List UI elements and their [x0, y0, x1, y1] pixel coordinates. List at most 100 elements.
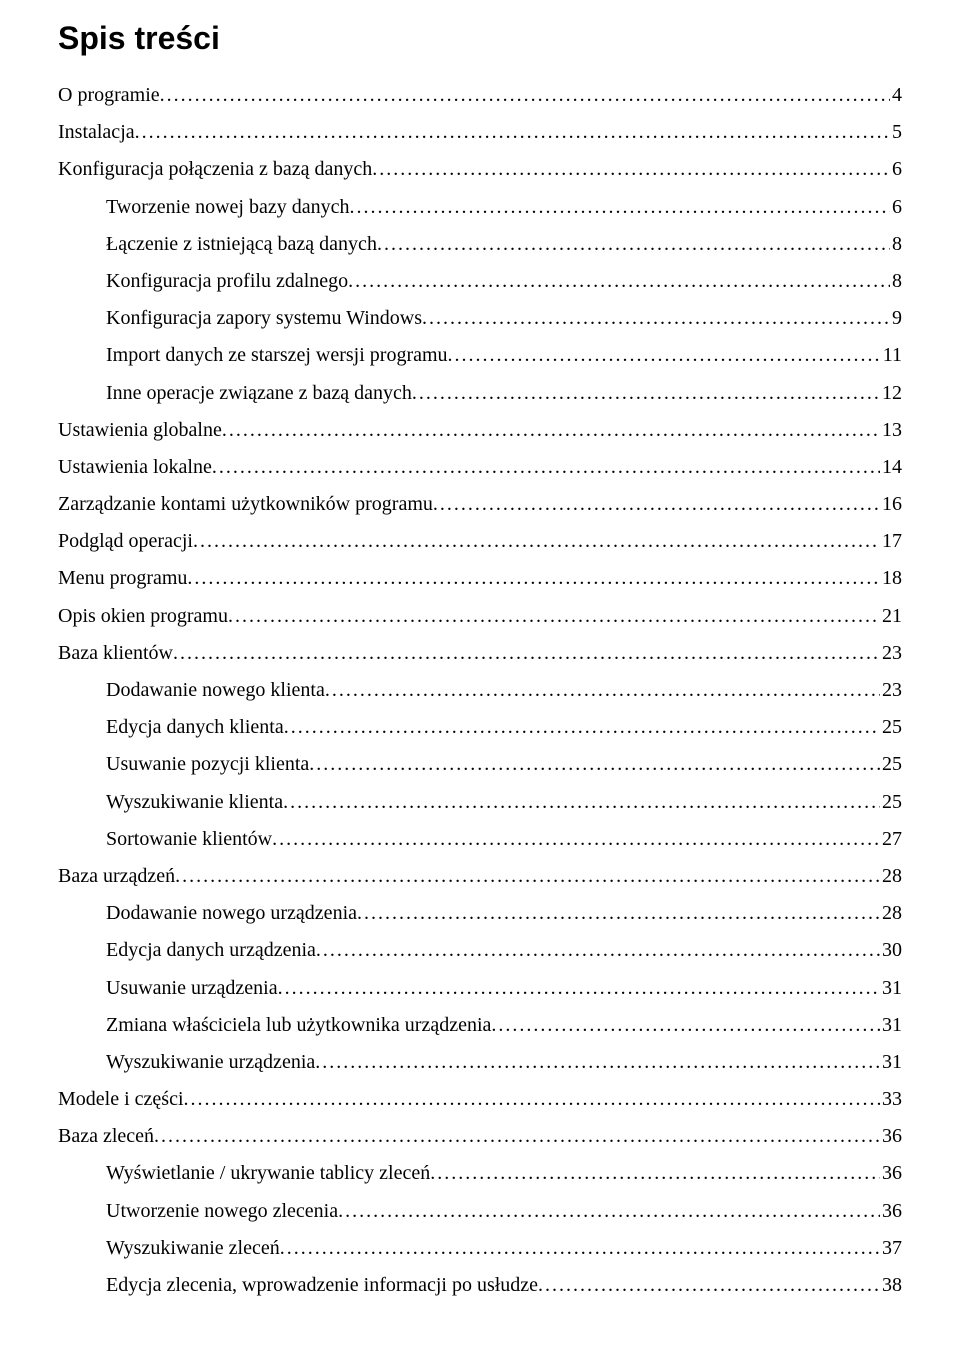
- toc-entry-page: 28: [880, 903, 902, 923]
- toc-leader-dots: [309, 754, 880, 774]
- toc-leader-dots: [325, 680, 880, 700]
- toc-leader-dots: [280, 1238, 880, 1258]
- toc-leader-dots: [135, 122, 890, 142]
- toc-leader-dots: [491, 1015, 880, 1035]
- toc-entry: Dodawanie nowego klienta 23: [58, 680, 902, 700]
- toc-entry: Sortowanie klientów 27: [58, 829, 902, 849]
- toc-entry-page: 18: [880, 568, 902, 588]
- toc-entry-label: Wyświetlanie / ukrywanie tablicy zleceń: [106, 1163, 430, 1183]
- toc-entry-page: 12: [880, 383, 902, 403]
- toc-entry-label: Ustawienia lokalne: [58, 457, 212, 477]
- toc-entry-page: 31: [880, 978, 902, 998]
- toc-entry-page: 25: [880, 792, 902, 812]
- toc-entry-label: Usuwanie pozycji klienta: [106, 754, 309, 774]
- toc-entry-label: Modele i części: [58, 1089, 184, 1109]
- toc-entry-page: 23: [880, 643, 902, 663]
- toc-entry: Inne operacje związane z bazą danych 12: [58, 383, 902, 403]
- toc-entry: Opis okien programu21: [58, 606, 902, 626]
- toc-entry: Usuwanie urządzenia31: [58, 978, 902, 998]
- toc-leader-dots: [372, 159, 890, 179]
- toc-entry-page: 14: [880, 457, 902, 477]
- toc-entry-page: 33: [880, 1089, 902, 1109]
- toc-entry-page: 25: [880, 717, 902, 737]
- toc-leader-dots: [448, 345, 881, 365]
- toc-leader-dots: [222, 420, 880, 440]
- toc-entry-label: Utworzenie nowego zlecenia: [106, 1201, 338, 1221]
- toc-entry: Zmiana właściciela lub użytkownika urząd…: [58, 1015, 902, 1035]
- toc-leader-dots: [338, 1201, 880, 1221]
- toc-entry-page: 21: [880, 606, 902, 626]
- toc-leader-dots: [175, 866, 880, 886]
- toc-leader-dots: [272, 829, 880, 849]
- toc-entry-label: Dodawanie nowego urządzenia: [106, 903, 357, 923]
- toc-entry-label: Zarządzanie kontami użytkowników program…: [58, 494, 433, 514]
- toc-leader-dots: [316, 940, 880, 960]
- toc-entry: Dodawanie nowego urządzenia 28: [58, 903, 902, 923]
- toc-entry: Edycja danych urządzenia30: [58, 940, 902, 960]
- toc-entry-page: 8: [890, 271, 902, 291]
- toc-entry-label: Łączenie z istniejącą bazą danych: [106, 234, 377, 254]
- toc-entry: Tworzenie nowej bazy danych6: [58, 197, 902, 217]
- toc-entry-page: 6: [890, 159, 902, 179]
- toc-title: Spis treści: [58, 20, 902, 57]
- toc-entry: Wyszukiwanie klienta25: [58, 792, 902, 812]
- toc-entry-page: 11: [881, 345, 902, 365]
- toc-leader-dots: [154, 1126, 880, 1146]
- toc-leader-dots: [430, 1163, 880, 1183]
- toc-leader-dots: [228, 606, 880, 626]
- toc-entry: Łączenie z istniejącą bazą danych 8: [58, 234, 902, 254]
- toc-entry: Baza klientów23: [58, 643, 902, 663]
- toc-leader-dots: [284, 717, 880, 737]
- toc-entry: Konfiguracja zapory systemu Windows9: [58, 308, 902, 328]
- toc-leader-dots: [278, 978, 880, 998]
- toc-leader-dots: [422, 308, 890, 328]
- toc-entry-label: Konfiguracja profilu zdalnego: [106, 271, 348, 291]
- toc-entry-page: 17: [880, 531, 902, 551]
- toc-entry: Konfiguracja profilu zdalnego 8: [58, 271, 902, 291]
- toc-entry-page: 5: [890, 122, 902, 142]
- toc-entry-label: Ustawienia globalne: [58, 420, 222, 440]
- toc-entry: Ustawienia globalne 13: [58, 420, 902, 440]
- toc-entry-page: 23: [880, 680, 902, 700]
- toc-entry-label: Inne operacje związane z bazą danych: [106, 383, 412, 403]
- toc-entry-page: 13: [880, 420, 902, 440]
- toc-entry-page: 38: [880, 1275, 902, 1295]
- toc-entry: Konfiguracja połączenia z bazą danych 6: [58, 159, 902, 179]
- toc-entry-page: 36: [880, 1126, 902, 1146]
- toc-entry-page: 31: [880, 1052, 902, 1072]
- toc-leader-dots: [412, 383, 880, 403]
- toc-leader-dots: [377, 234, 890, 254]
- toc-entry-page: 27: [880, 829, 902, 849]
- toc-entry: Modele i części 33: [58, 1089, 902, 1109]
- toc-leader-dots: [283, 792, 880, 812]
- toc-entry-label: Instalacja: [58, 122, 135, 142]
- toc-leader-dots: [184, 1089, 881, 1109]
- toc-entry-label: Konfiguracja połączenia z bazą danych: [58, 159, 372, 179]
- toc-entry-label: Edycja danych klienta: [106, 717, 284, 737]
- toc-entry-label: Tworzenie nowej bazy danych: [106, 197, 350, 217]
- toc-entry: Menu programu18: [58, 568, 902, 588]
- toc-entry-label: Wyszukiwanie zleceń: [106, 1238, 280, 1258]
- toc-entry: Usuwanie pozycji klienta25: [58, 754, 902, 774]
- toc-entry-label: Sortowanie klientów: [106, 829, 272, 849]
- toc-entry-label: Import danych ze starszej wersji program…: [106, 345, 448, 365]
- toc-entry: Wyszukiwanie zleceń37: [58, 1238, 902, 1258]
- toc-leader-dots: [315, 1052, 880, 1072]
- toc-entry-label: Baza urządzeń: [58, 866, 175, 886]
- toc-leader-dots: [160, 85, 890, 105]
- toc-entry-label: Edycja zlecenia, wprowadzenie informacji…: [106, 1275, 538, 1295]
- toc-entry-label: O programie: [58, 85, 160, 105]
- toc-entry-label: Zmiana właściciela lub użytkownika urząd…: [106, 1015, 491, 1035]
- toc-entry-label: Dodawanie nowego klienta: [106, 680, 325, 700]
- toc-entry-page: 36: [880, 1201, 902, 1221]
- toc-leader-dots: [173, 643, 880, 663]
- toc-list: O programie4Instalacja5Konfiguracja połą…: [58, 85, 902, 1295]
- toc-leader-dots: [212, 457, 880, 477]
- toc-entry-page: 28: [880, 866, 902, 886]
- toc-entry-label: Baza zleceń: [58, 1126, 154, 1146]
- toc-leader-dots: [357, 903, 880, 923]
- toc-entry: Utworzenie nowego zlecenia 36: [58, 1201, 902, 1221]
- toc-entry-page: 8: [890, 234, 902, 254]
- toc-entry-label: Konfiguracja zapory systemu Windows: [106, 308, 422, 328]
- toc-leader-dots: [350, 197, 891, 217]
